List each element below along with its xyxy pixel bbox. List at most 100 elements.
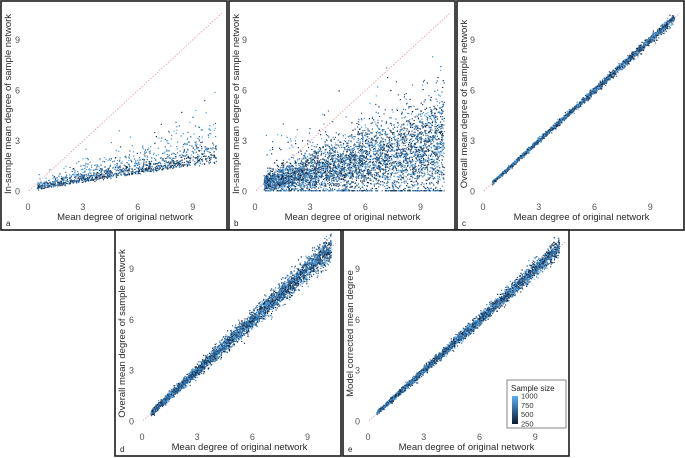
data-point xyxy=(319,149,321,151)
data-point xyxy=(271,186,273,188)
data-point xyxy=(299,171,301,173)
data-point xyxy=(383,182,385,184)
data-point xyxy=(398,190,400,192)
data-point xyxy=(432,164,434,166)
data-point xyxy=(379,166,382,168)
data-point xyxy=(409,139,411,141)
data-point xyxy=(302,181,305,183)
data-point xyxy=(125,167,128,169)
data-point xyxy=(346,165,348,167)
data-point xyxy=(410,138,412,141)
data-point xyxy=(420,139,422,141)
data-point xyxy=(310,179,313,181)
data-point xyxy=(317,161,319,163)
data-point xyxy=(365,163,367,165)
data-point xyxy=(425,188,427,190)
data-point xyxy=(361,126,363,128)
data-point xyxy=(331,121,334,123)
data-point xyxy=(201,147,203,150)
data-point xyxy=(413,134,416,136)
data-point xyxy=(39,185,41,188)
data-point xyxy=(418,190,420,192)
data-point xyxy=(441,138,443,140)
data-point xyxy=(405,176,407,178)
data-point xyxy=(107,176,110,178)
data-point xyxy=(395,168,398,170)
data-point xyxy=(174,164,176,166)
data-point xyxy=(432,168,434,170)
data-point xyxy=(321,153,323,155)
data-point xyxy=(205,158,207,161)
data-point xyxy=(441,110,443,112)
data-point xyxy=(66,178,69,181)
data-point xyxy=(156,167,159,169)
data-point xyxy=(319,162,321,164)
data-point xyxy=(336,158,339,160)
data-point xyxy=(431,129,433,131)
data-point xyxy=(408,107,410,109)
data-point xyxy=(418,177,420,179)
data-point xyxy=(63,179,65,181)
data-point xyxy=(310,177,312,179)
data-point xyxy=(389,129,391,131)
data-point xyxy=(373,164,375,166)
data-point xyxy=(339,178,341,180)
data-point xyxy=(183,155,185,157)
data-point xyxy=(399,186,401,188)
data-point xyxy=(70,175,72,177)
data-point xyxy=(159,167,162,169)
data-point xyxy=(431,142,433,145)
data-point xyxy=(279,190,281,192)
data-point xyxy=(329,158,332,161)
data-point xyxy=(281,190,283,192)
data-point xyxy=(378,162,380,164)
data-point xyxy=(45,184,47,186)
data-point xyxy=(292,172,294,174)
data-point xyxy=(423,101,425,103)
data-point xyxy=(272,169,274,171)
data-point xyxy=(64,185,67,187)
data-point xyxy=(313,152,315,155)
data-point xyxy=(379,149,381,151)
data-point xyxy=(400,154,402,157)
data-point xyxy=(443,146,445,148)
data-point xyxy=(65,182,67,184)
data-point xyxy=(76,162,78,164)
data-point xyxy=(277,187,279,189)
data-point xyxy=(197,137,199,140)
data-point xyxy=(352,176,354,178)
data-point xyxy=(354,153,356,155)
data-point xyxy=(60,182,62,184)
data-point xyxy=(427,138,429,140)
data-point xyxy=(419,160,421,162)
data-point xyxy=(344,148,346,151)
data-point xyxy=(101,173,103,175)
data-point xyxy=(331,155,333,157)
data-point xyxy=(38,186,40,188)
data-point xyxy=(134,172,136,174)
data-point xyxy=(402,136,404,138)
data-point xyxy=(376,125,378,127)
data-point xyxy=(310,161,312,163)
data-point xyxy=(156,169,158,172)
data-point xyxy=(407,178,409,180)
data-point xyxy=(179,150,181,152)
data-point xyxy=(187,161,190,163)
data-point xyxy=(309,128,311,130)
data-point xyxy=(272,188,274,191)
data-point xyxy=(406,185,408,187)
data-point xyxy=(440,66,442,68)
data-point xyxy=(311,180,314,182)
data-point xyxy=(322,190,324,192)
data-point xyxy=(382,177,384,179)
data-point xyxy=(409,159,411,161)
data-point xyxy=(361,158,364,160)
data-point xyxy=(64,183,66,185)
data-point xyxy=(295,178,298,180)
data-point xyxy=(37,185,39,187)
data-point xyxy=(331,175,333,177)
data-point xyxy=(291,178,293,180)
data-point xyxy=(188,157,191,159)
data-point xyxy=(347,158,349,160)
data-point xyxy=(100,170,102,172)
